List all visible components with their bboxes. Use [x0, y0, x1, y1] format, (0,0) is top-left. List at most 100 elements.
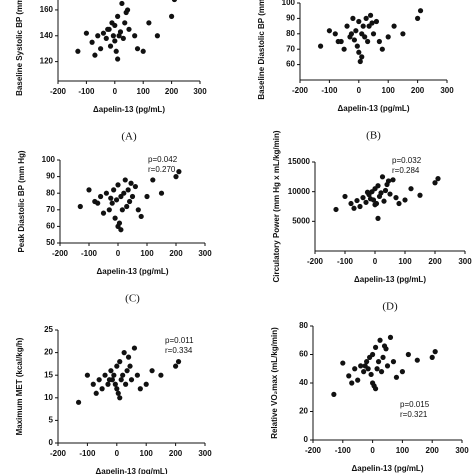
x-tick-label: 0: [115, 449, 120, 458]
point: [365, 38, 371, 45]
y-tick-label: 140: [40, 31, 54, 40]
point: [317, 43, 324, 49]
point: [387, 191, 393, 197]
x-tick-label: 0: [357, 86, 362, 95]
point: [135, 207, 141, 213]
point: [326, 28, 332, 34]
point: [99, 386, 105, 392]
x-tick-label: 0: [373, 257, 378, 266]
point: [370, 197, 377, 203]
y-tick-label: 5000: [292, 216, 310, 225]
x-axis-label: Δapelin-13 (pg/mL): [97, 267, 169, 276]
panel-label: (B): [366, 130, 381, 142]
point: [112, 38, 118, 44]
point: [429, 354, 435, 360]
y-tick-label: 5: [49, 416, 54, 425]
y-axis-label: Circulatory Power (mm Hg x mL/kg/min): [272, 130, 281, 282]
point: [121, 350, 127, 356]
point: [103, 35, 109, 41]
point: [75, 48, 81, 54]
point: [358, 363, 364, 369]
y-tick-label: 70: [46, 205, 55, 214]
point: [92, 52, 98, 58]
point: [132, 183, 138, 190]
x-tick-label: -200: [305, 446, 322, 455]
point: [364, 189, 371, 195]
y-tick-label: 160: [40, 5, 54, 14]
point: [106, 207, 112, 213]
point: [118, 227, 124, 233]
point: [354, 43, 360, 49]
point: [105, 381, 111, 387]
x-tick-label: 200: [165, 87, 179, 96]
x-tick-label: 200: [428, 257, 442, 266]
point: [399, 369, 405, 375]
point: [383, 346, 389, 352]
point: [360, 23, 366, 29]
y-tick-label: 80: [299, 321, 308, 330]
point: [335, 38, 341, 45]
x-axis-label: Δapelin-13 (pg/mL): [352, 464, 424, 473]
point: [128, 377, 135, 383]
point: [348, 200, 354, 207]
x-tick-label: 300: [458, 257, 472, 266]
point: [390, 177, 396, 183]
point: [375, 359, 382, 365]
x-tick-label: -100: [79, 449, 96, 458]
point: [110, 33, 116, 39]
x-tick-label: 300: [440, 86, 454, 95]
point: [435, 176, 441, 182]
x-tick-label: 200: [169, 449, 183, 458]
point: [150, 177, 156, 183]
x-tick-label: -200: [50, 87, 67, 96]
point: [100, 210, 107, 216]
point: [100, 30, 107, 36]
point: [114, 363, 120, 369]
point: [402, 197, 408, 203]
point: [344, 23, 350, 29]
point: [375, 215, 381, 221]
point: [98, 193, 104, 200]
y-axis-label: Relative VO₂max (mL/kg/min): [270, 327, 279, 439]
point: [408, 186, 414, 192]
point: [95, 33, 101, 39]
point: [363, 15, 369, 21]
y-tick-label: 80: [46, 188, 55, 197]
point: [382, 187, 389, 194]
point: [158, 190, 165, 196]
x-tick-label: -100: [81, 249, 98, 258]
point: [367, 12, 374, 18]
point: [120, 35, 126, 41]
y-axis-label: Baseline Systolic BP (mm Hg): [15, 0, 24, 96]
point: [149, 368, 155, 374]
y-tick-label: 20: [44, 348, 53, 357]
point: [374, 366, 380, 372]
point: [364, 359, 370, 365]
point: [390, 359, 397, 365]
point: [378, 190, 384, 196]
x-tick-label: 0: [370, 446, 375, 455]
point: [417, 8, 424, 14]
stat-annotation: r=0.270: [148, 165, 176, 174]
point: [109, 200, 115, 206]
point: [173, 174, 179, 180]
stat-annotation: r=0.321: [400, 410, 428, 419]
point: [432, 349, 438, 355]
point: [396, 200, 402, 207]
y-tick-label: 20: [299, 407, 308, 416]
point: [105, 26, 111, 32]
point: [90, 381, 96, 387]
point: [137, 386, 143, 392]
point: [381, 198, 387, 204]
y-tick-label: 50: [46, 238, 55, 247]
point: [175, 359, 182, 365]
y-tick-label: 60: [46, 222, 55, 231]
point: [117, 29, 124, 35]
y-tick-label: 80: [286, 29, 295, 38]
point: [114, 386, 120, 392]
point: [363, 199, 369, 205]
point: [134, 372, 140, 378]
point: [96, 377, 102, 383]
point: [118, 377, 124, 383]
y-tick-label: 15000: [288, 157, 311, 166]
